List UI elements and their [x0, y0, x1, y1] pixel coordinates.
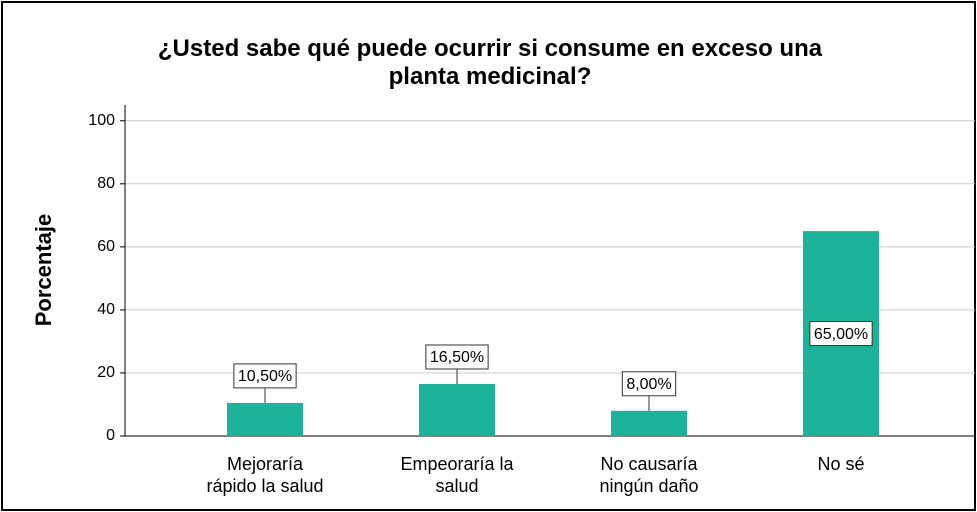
value-label-box — [809, 321, 873, 347]
bar — [227, 402, 303, 436]
x-tick-label: No sé — [817, 454, 864, 474]
value-label-box — [425, 344, 489, 370]
chart-title: ¿Usted sabe qué puede ocurrir si consume… — [158, 35, 823, 90]
y-tick-label: 40 — [97, 301, 115, 318]
y-tick-label: 80 — [97, 175, 115, 192]
bar — [611, 410, 687, 436]
x-tick-label: Mejoraría rápido la salud — [206, 454, 323, 496]
x-tick-label: Empeoraría la salud — [400, 454, 514, 496]
y-axis-label: Porcentaje — [31, 214, 56, 327]
y-tick-label: 0 — [106, 427, 115, 444]
value-label: 65,00% — [814, 326, 868, 343]
y-tick-label: 60 — [97, 238, 115, 255]
value-label-box — [621, 371, 677, 397]
y-tick-label: 100 — [88, 112, 115, 129]
value-label: 16,50% — [430, 349, 484, 366]
value-label-box — [233, 363, 297, 389]
bar — [419, 383, 495, 436]
value-label: 8,00% — [626, 376, 671, 393]
y-tick-label: 20 — [97, 364, 115, 381]
value-label: 10,50% — [238, 368, 292, 385]
x-tick-label: No causaría ningún daño — [599, 454, 698, 496]
